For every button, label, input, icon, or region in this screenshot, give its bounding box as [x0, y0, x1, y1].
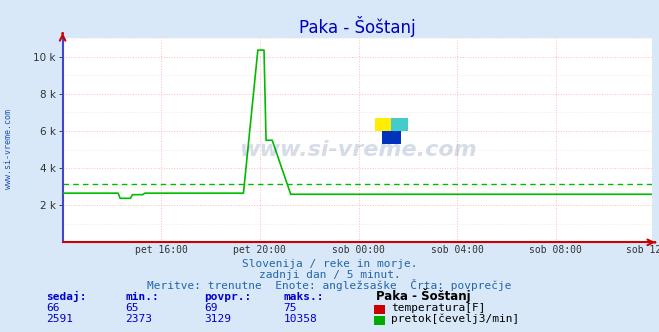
- Text: maks.:: maks.:: [283, 292, 324, 302]
- Text: temperatura[F]: temperatura[F]: [391, 303, 486, 313]
- Text: min.:: min.:: [125, 292, 159, 302]
- Text: povpr.:: povpr.:: [204, 292, 252, 302]
- Text: pretok[čevelj3/min]: pretok[čevelj3/min]: [391, 313, 520, 324]
- Text: 65: 65: [125, 303, 138, 313]
- Text: 3129: 3129: [204, 314, 231, 324]
- Bar: [375, 118, 391, 131]
- Text: www.si-vreme.com: www.si-vreme.com: [239, 140, 476, 160]
- Bar: [382, 131, 401, 144]
- Text: 2373: 2373: [125, 314, 152, 324]
- Text: Meritve: trenutne  Enote: angležsaške  Črta: povprečje: Meritve: trenutne Enote: angležsaške Črt…: [147, 279, 512, 290]
- Text: 66: 66: [46, 303, 59, 313]
- Title: Paka - Šoštanj: Paka - Šoštanj: [299, 16, 416, 37]
- Text: 69: 69: [204, 303, 217, 313]
- Text: 10358: 10358: [283, 314, 317, 324]
- Text: zadnji dan / 5 minut.: zadnji dan / 5 minut.: [258, 270, 401, 280]
- Text: 2591: 2591: [46, 314, 73, 324]
- Text: 75: 75: [283, 303, 297, 313]
- Text: sedaj:: sedaj:: [46, 291, 86, 302]
- Text: Paka - Šoštanj: Paka - Šoštanj: [376, 289, 471, 303]
- Bar: [391, 118, 408, 131]
- Text: www.si-vreme.com: www.si-vreme.com: [4, 110, 13, 189]
- Text: Slovenija / reke in morje.: Slovenija / reke in morje.: [242, 259, 417, 269]
